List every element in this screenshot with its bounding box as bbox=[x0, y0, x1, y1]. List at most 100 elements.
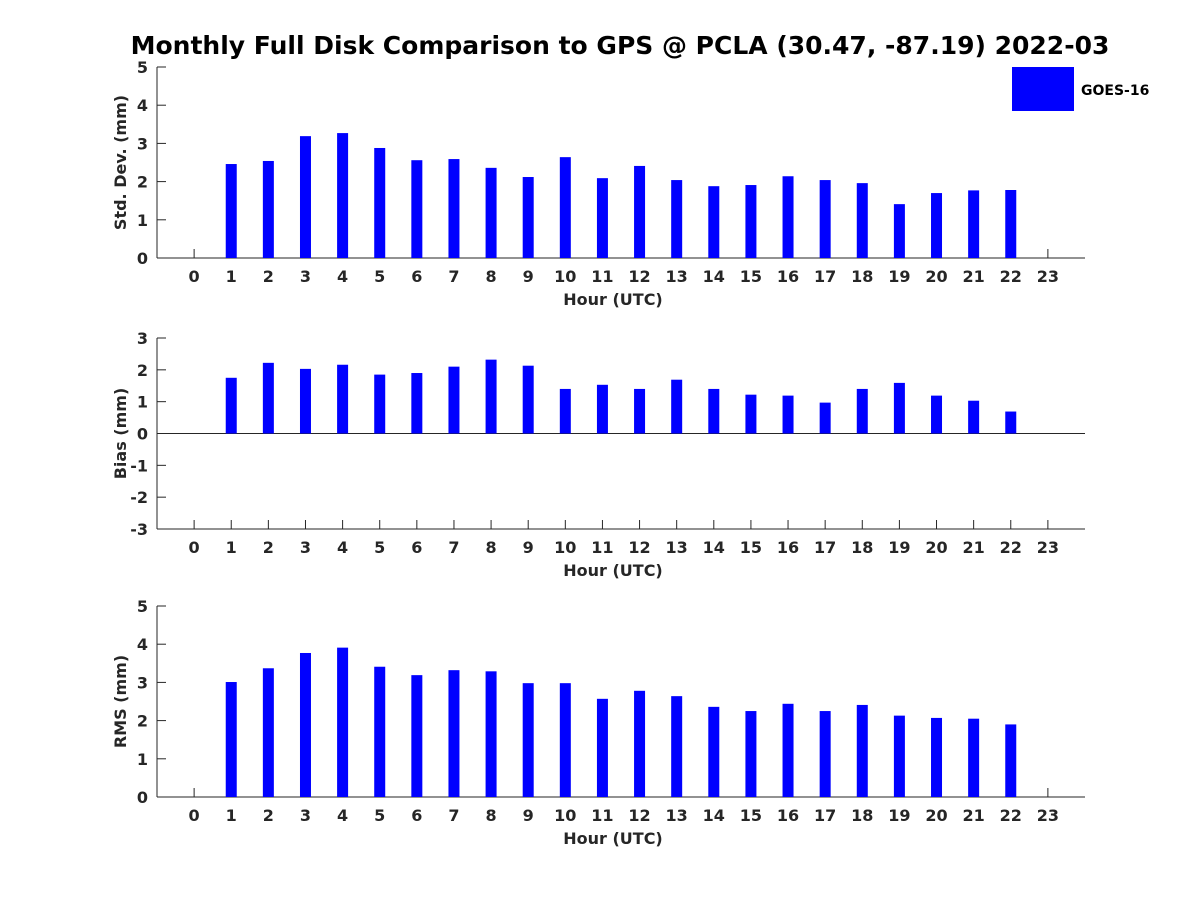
std-dev-x-tick-label: 16 bbox=[777, 267, 799, 286]
bias-bar-hour-1 bbox=[225, 377, 237, 434]
bias-bar-hour-16 bbox=[782, 395, 794, 434]
bias-bar-hour-20 bbox=[931, 395, 943, 434]
rms-bar-hour-12 bbox=[634, 690, 646, 797]
std-dev-bar-hour-18 bbox=[856, 183, 868, 258]
rms-bar-hour-9 bbox=[522, 683, 534, 797]
rms-x-tick-label: 22 bbox=[1000, 806, 1022, 825]
bias-x-axis-label: Hour (UTC) bbox=[563, 561, 663, 580]
std-dev-x-tick-label: 13 bbox=[666, 267, 688, 286]
rms-x-tick-label: 3 bbox=[300, 806, 311, 825]
std-dev-y-tick-label: 1 bbox=[137, 211, 148, 230]
bias-x-tick-label: 15 bbox=[740, 538, 762, 557]
std-dev-x-tick-label: 9 bbox=[523, 267, 534, 286]
bias-bar-hour-4 bbox=[337, 364, 349, 434]
bias-x-tick-label: 14 bbox=[703, 538, 725, 557]
bias-bar-hour-18 bbox=[856, 388, 868, 434]
bias-x-tick-label: 13 bbox=[666, 538, 688, 557]
rms-bar-hour-8 bbox=[485, 671, 497, 797]
std-dev-x-tick-label: 11 bbox=[591, 267, 613, 286]
bias-x-tick-label: 6 bbox=[411, 538, 422, 557]
bias-bar-hour-14 bbox=[708, 388, 720, 434]
rms-x-tick-label: 11 bbox=[591, 806, 613, 825]
std-dev-bar-hour-22 bbox=[1005, 190, 1017, 258]
std-dev-x-tick-label: 8 bbox=[486, 267, 497, 286]
std-dev-x-tick-label: 17 bbox=[814, 267, 836, 286]
rms-x-tick-label: 7 bbox=[448, 806, 459, 825]
bias-x-tick-label: 19 bbox=[888, 538, 910, 557]
bias-x-tick-label: 5 bbox=[374, 538, 385, 557]
bias-y-tick-label: 2 bbox=[137, 361, 148, 380]
bias-x-tick-label: 23 bbox=[1037, 538, 1059, 557]
std-dev-x-tick-label: 19 bbox=[888, 267, 910, 286]
bias-bar-hour-22 bbox=[1005, 411, 1017, 434]
rms-bar-hour-10 bbox=[559, 683, 571, 797]
rms-x-tick-label: 16 bbox=[777, 806, 799, 825]
rms-x-tick-label: 14 bbox=[703, 806, 725, 825]
rms-y-tick-label: 0 bbox=[137, 788, 148, 807]
rms-x-tick-label: 2 bbox=[263, 806, 274, 825]
std-dev-x-tick-label: 23 bbox=[1037, 267, 1059, 286]
std-dev-y-tick-label: 0 bbox=[137, 249, 148, 268]
std-dev-x-tick-label: 22 bbox=[1000, 267, 1022, 286]
bias-x-tick-label: 21 bbox=[963, 538, 985, 557]
bias-bar-hour-12 bbox=[634, 388, 646, 434]
std-dev-bar-hour-16 bbox=[782, 176, 794, 258]
rms-bar-hour-3 bbox=[299, 652, 311, 797]
rms-x-tick-label: 6 bbox=[411, 806, 422, 825]
rms-bar-hour-13 bbox=[671, 696, 683, 797]
bias-bar-hour-8 bbox=[485, 359, 497, 434]
bias-bar-hour-3 bbox=[299, 368, 311, 434]
std-dev-x-tick-label: 7 bbox=[448, 267, 459, 286]
bias-bar-hour-21 bbox=[968, 400, 980, 434]
std-dev-y-tick-label: 5 bbox=[137, 58, 148, 77]
std-dev-x-tick-label: 15 bbox=[740, 267, 762, 286]
rms-y-tick-label: 4 bbox=[137, 635, 148, 654]
std-dev-y-tick-label: 2 bbox=[137, 173, 148, 192]
bias-y-tick-label: 1 bbox=[137, 393, 148, 412]
bias-bar-hour-19 bbox=[893, 382, 905, 434]
rms-bar-hour-18 bbox=[856, 704, 868, 797]
legend-label: GOES-16 bbox=[1081, 83, 1149, 99]
std-dev-bar-hour-15 bbox=[745, 185, 757, 258]
rms-x-tick-label: 0 bbox=[189, 806, 200, 825]
bias-x-tick-label: 11 bbox=[591, 538, 613, 557]
rms-x-tick-label: 4 bbox=[337, 806, 348, 825]
std-dev-bar-hour-4 bbox=[337, 133, 349, 258]
bias-x-tick-label: 1 bbox=[226, 538, 237, 557]
std-dev-bar-hour-6 bbox=[411, 160, 423, 258]
rms-bar-hour-19 bbox=[893, 715, 905, 797]
rms-x-tick-label: 9 bbox=[523, 806, 534, 825]
rms-y-tick-label: 2 bbox=[137, 712, 148, 731]
rms-bar-hour-1 bbox=[225, 682, 237, 797]
bias-x-tick-label: 17 bbox=[814, 538, 836, 557]
rms-x-tick-label: 10 bbox=[554, 806, 576, 825]
bias-y-tick-label: 3 bbox=[137, 329, 148, 348]
std-dev-x-tick-label: 12 bbox=[628, 267, 650, 286]
bias-bar-hour-9 bbox=[522, 365, 534, 434]
legend-swatch bbox=[1012, 67, 1074, 111]
rms-y-tick-label: 5 bbox=[137, 597, 148, 616]
bias-x-tick-label: 10 bbox=[554, 538, 576, 557]
rms-x-tick-label: 1 bbox=[226, 806, 237, 825]
rms-bar-hour-22 bbox=[1005, 724, 1017, 797]
rms-x-tick-label: 19 bbox=[888, 806, 910, 825]
rms-x-tick-label: 20 bbox=[925, 806, 947, 825]
rms-bar-hour-5 bbox=[374, 666, 386, 797]
rms-x-tick-label: 12 bbox=[628, 806, 650, 825]
bias-bar-hour-10 bbox=[559, 388, 571, 434]
std-dev-x-tick-label: 2 bbox=[263, 267, 274, 286]
bias-x-tick-label: 12 bbox=[628, 538, 650, 557]
rms-bar-hour-21 bbox=[968, 718, 980, 797]
bias-y-tick-label: -2 bbox=[130, 488, 148, 507]
rms-bar-hour-2 bbox=[262, 668, 274, 797]
rms-x-tick-label: 23 bbox=[1037, 806, 1059, 825]
std-dev-y-tick-label: 4 bbox=[137, 96, 148, 115]
std-dev-bar-hour-11 bbox=[596, 178, 608, 258]
bias-x-tick-label: 16 bbox=[777, 538, 799, 557]
std-dev-bar-hour-9 bbox=[522, 177, 534, 258]
bias-bar-hour-7 bbox=[448, 366, 460, 434]
